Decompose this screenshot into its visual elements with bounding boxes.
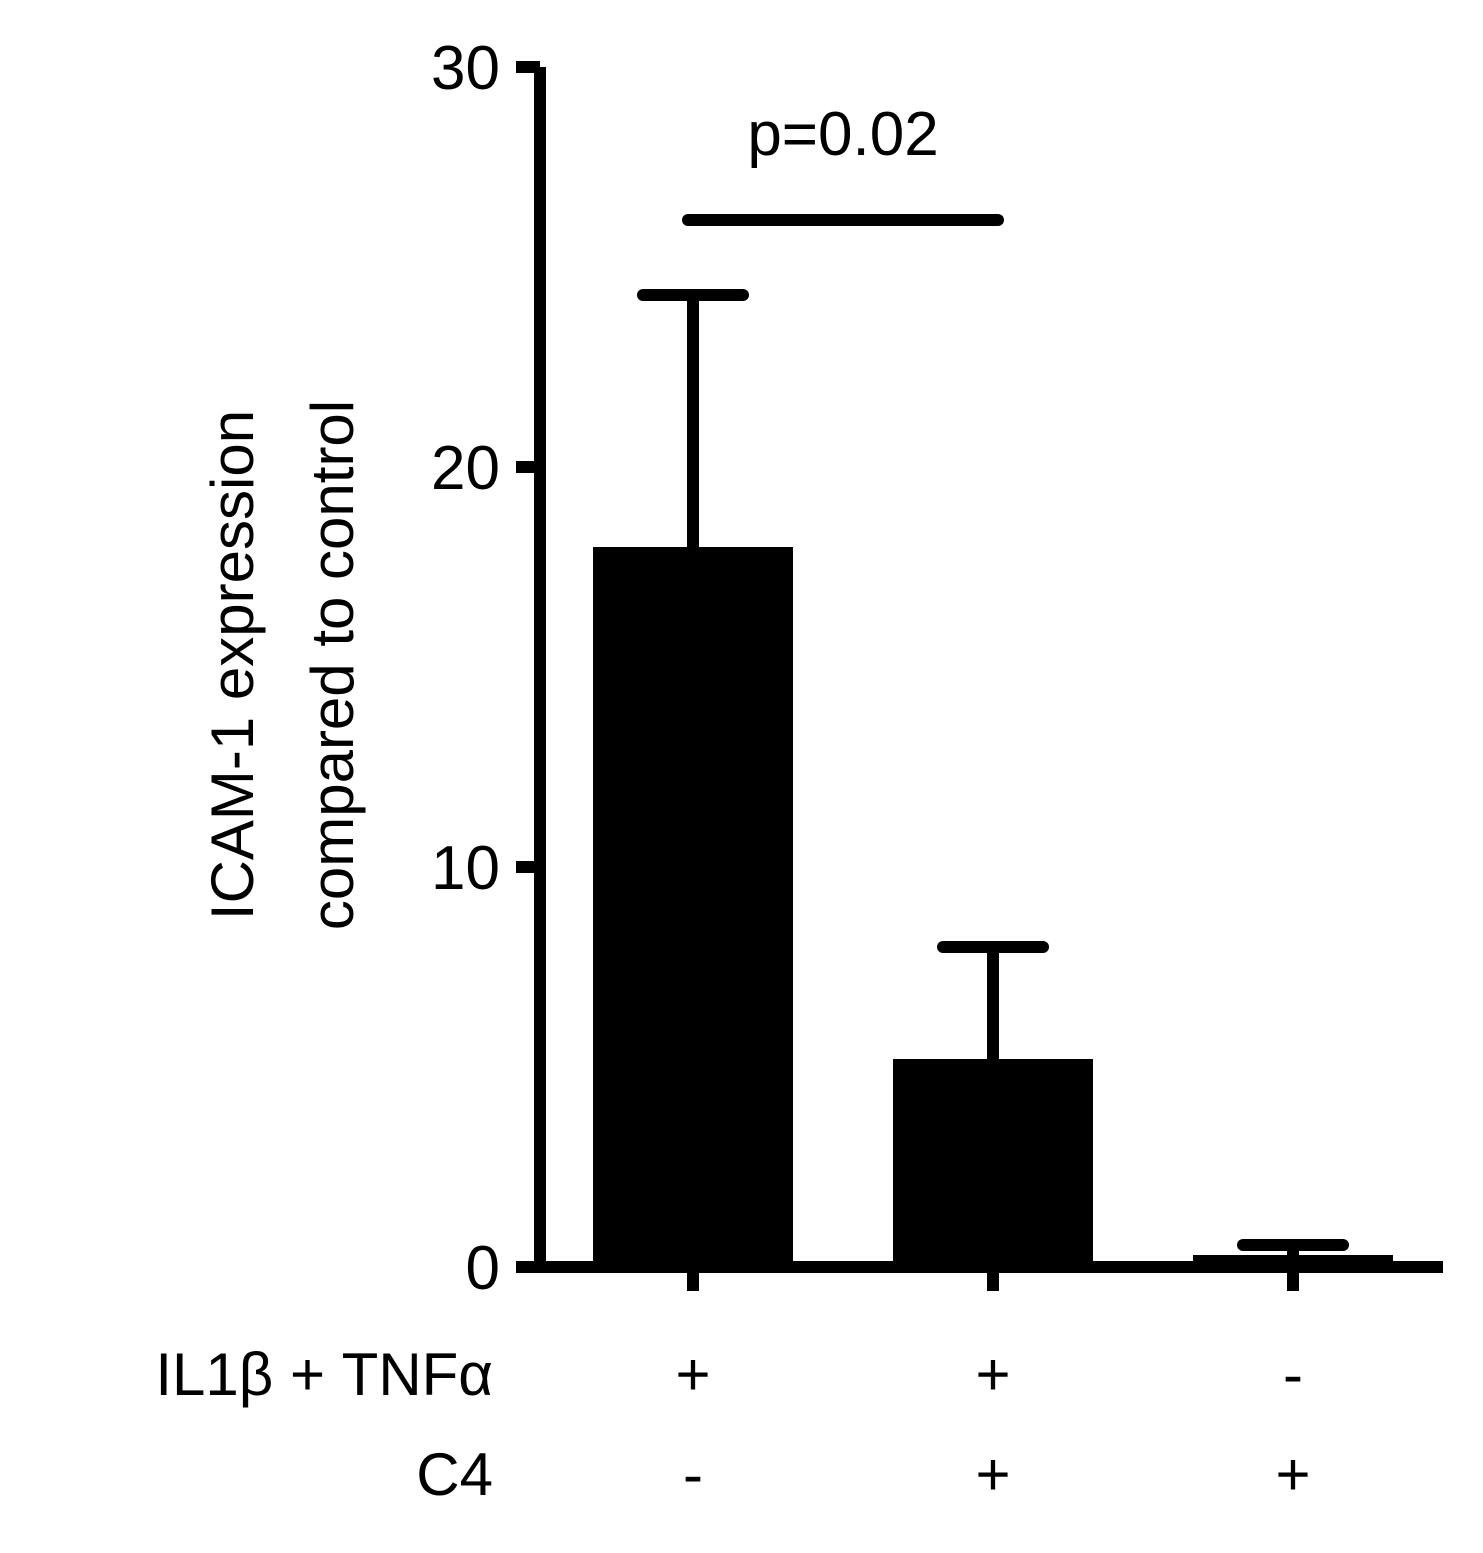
condition-mark: + [975,1341,1010,1408]
condition-mark: - [1283,1341,1303,1408]
condition-mark: + [675,1341,710,1408]
y-tick-label: 0 [466,1234,500,1303]
condition-table: IL1β + TNFα + + - C4 - + + [155,1341,1310,1508]
condition-mark: + [975,1441,1010,1508]
y-tick-label: 10 [431,834,500,903]
bar [593,547,793,1267]
bars [593,547,1393,1267]
bar [893,1059,1093,1267]
y-axis-label-line-2: compared to control [299,400,366,930]
y-tick-label: 20 [431,434,500,503]
condition-row-label: IL1β + TNFα [155,1341,493,1408]
error-bars [637,289,1349,1255]
significance-annotation: p=0.02 [682,100,1004,226]
bar [1193,1255,1393,1267]
y-axis-label: ICAM-1 expression compared to control [199,400,366,930]
y-tick-label: 30 [431,34,500,103]
condition-mark: - [683,1441,703,1508]
y-axis-label-line-1: ICAM-1 expression [199,410,266,920]
condition-row-label: C4 [416,1441,493,1508]
p-value-label: p=0.02 [747,100,938,169]
condition-mark: + [1275,1441,1310,1508]
